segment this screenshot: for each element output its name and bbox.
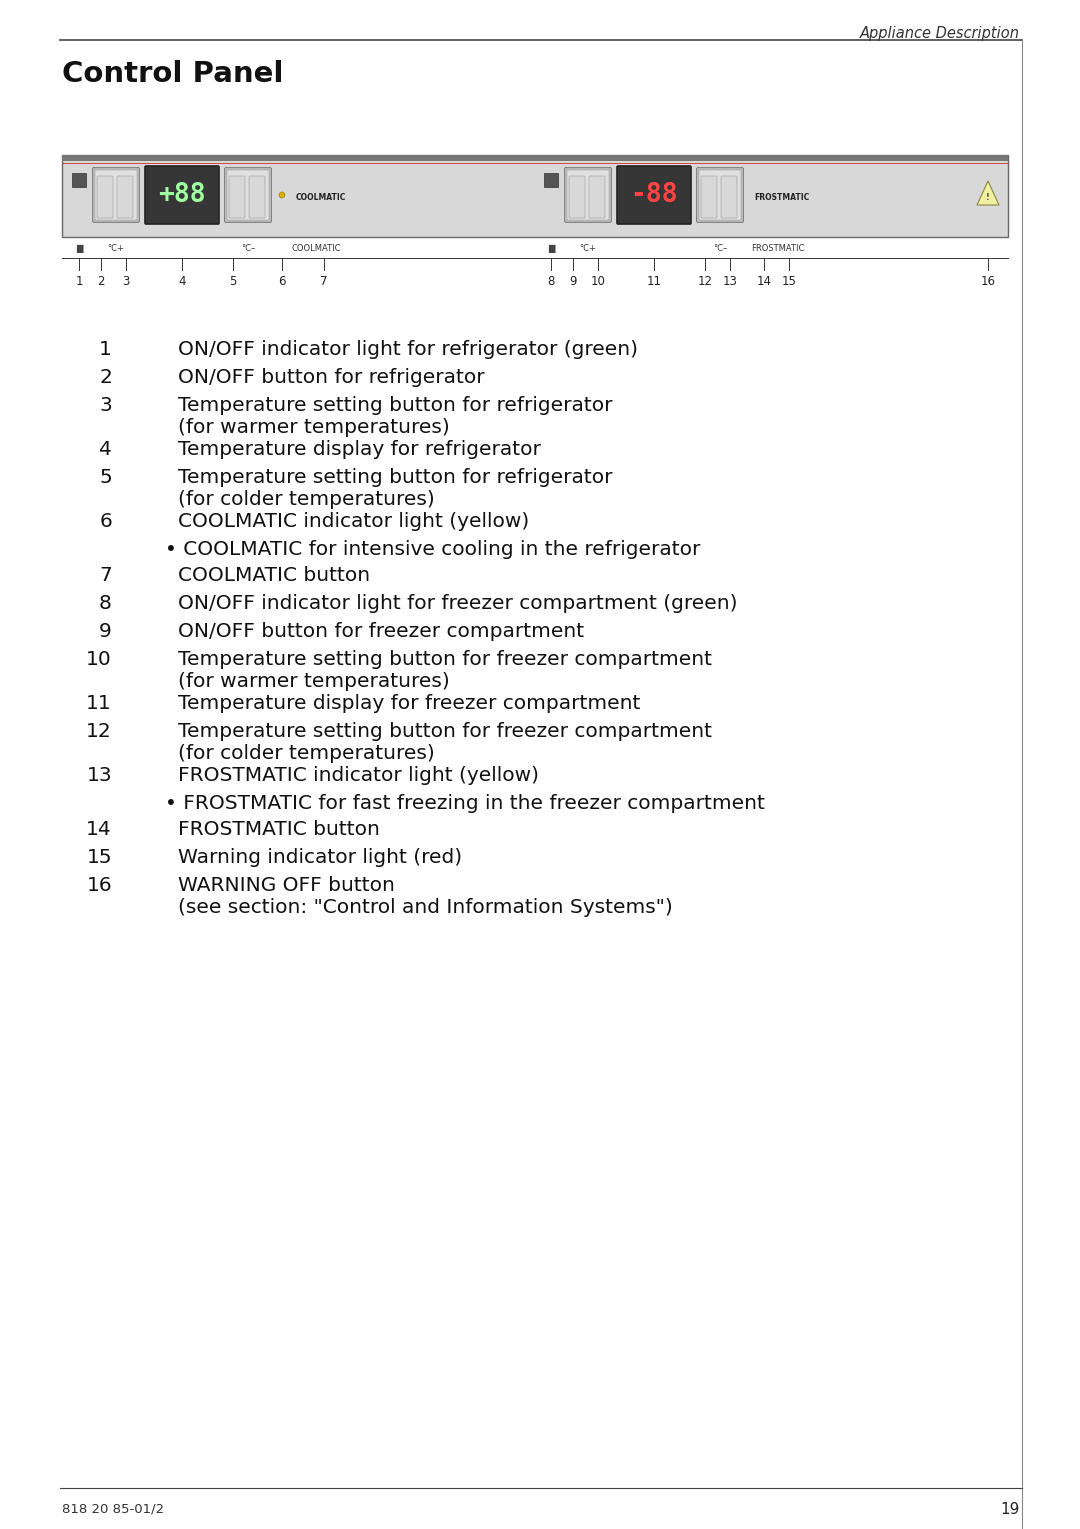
Text: 14: 14 (86, 820, 112, 839)
Text: COOLMATIC indicator light (yellow): COOLMATIC indicator light (yellow) (178, 512, 529, 531)
Text: Temperature display for freezer compartment: Temperature display for freezer compartm… (178, 694, 640, 713)
Text: Temperature setting button for freezer compartment: Temperature setting button for freezer c… (178, 722, 712, 742)
Text: 6: 6 (99, 512, 112, 531)
Text: °C+: °C+ (108, 245, 124, 252)
FancyBboxPatch shape (227, 170, 269, 220)
Bar (544, 173, 558, 187)
Text: 12: 12 (86, 722, 112, 742)
Text: Appliance Description: Appliance Description (860, 26, 1020, 41)
Text: 16: 16 (86, 876, 112, 894)
Text: 14: 14 (756, 275, 771, 287)
Text: 1: 1 (76, 275, 83, 287)
FancyBboxPatch shape (95, 170, 137, 220)
Text: (for warmer temperatures): (for warmer temperatures) (178, 673, 449, 691)
Text: (see section: "Control and Information Systems"): (see section: "Control and Information S… (178, 898, 673, 917)
FancyBboxPatch shape (117, 176, 133, 219)
Text: 2: 2 (97, 275, 105, 287)
Text: 3: 3 (99, 396, 112, 414)
Text: COOLMATIC button: COOLMATIC button (178, 566, 370, 586)
Text: 13: 13 (86, 766, 112, 784)
Text: Control Panel: Control Panel (62, 60, 283, 89)
FancyBboxPatch shape (589, 176, 605, 219)
Text: 11: 11 (647, 275, 661, 287)
Text: Temperature display for refrigerator: Temperature display for refrigerator (178, 440, 541, 459)
Text: °C+: °C+ (580, 245, 596, 252)
Text: ON/OFF button for refrigerator: ON/OFF button for refrigerator (178, 368, 485, 387)
FancyBboxPatch shape (699, 170, 741, 220)
Text: 5: 5 (229, 275, 237, 287)
Bar (62, 154, 1008, 161)
FancyBboxPatch shape (565, 168, 611, 223)
Text: █: █ (548, 245, 554, 252)
Text: (for colder temperatures): (for colder temperatures) (178, 489, 435, 509)
Text: 7: 7 (321, 275, 327, 287)
Text: COOLMATIC: COOLMATIC (292, 245, 341, 252)
FancyBboxPatch shape (62, 154, 1008, 237)
Text: °C–: °C– (241, 245, 255, 252)
Text: 3: 3 (122, 275, 130, 287)
FancyBboxPatch shape (249, 176, 265, 219)
Text: • FROSTMATIC for fast freezing in the freezer compartment: • FROSTMATIC for fast freezing in the fr… (165, 794, 765, 813)
Text: ON/OFF indicator light for freezer compartment (green): ON/OFF indicator light for freezer compa… (178, 593, 738, 613)
FancyBboxPatch shape (229, 176, 245, 219)
Text: Warning indicator light (red): Warning indicator light (red) (178, 849, 462, 867)
Text: !: ! (986, 193, 990, 202)
Text: 818 20 85-01/2: 818 20 85-01/2 (62, 1501, 164, 1515)
Text: °C–: °C– (713, 245, 727, 252)
FancyBboxPatch shape (93, 168, 139, 223)
Text: • COOLMATIC for intensive cooling in the refrigerator: • COOLMATIC for intensive cooling in the… (165, 540, 700, 560)
Bar (72, 173, 86, 187)
Text: █: █ (76, 245, 82, 252)
Text: 15: 15 (86, 849, 112, 867)
Text: 6: 6 (279, 275, 286, 287)
FancyBboxPatch shape (617, 167, 691, 225)
Text: 9: 9 (569, 275, 577, 287)
Text: 19: 19 (1001, 1501, 1020, 1517)
FancyBboxPatch shape (97, 176, 113, 219)
Text: 13: 13 (723, 275, 738, 287)
FancyBboxPatch shape (567, 170, 609, 220)
Circle shape (279, 193, 285, 197)
FancyBboxPatch shape (225, 168, 271, 223)
Polygon shape (977, 180, 999, 205)
FancyBboxPatch shape (701, 176, 717, 219)
Text: 15: 15 (782, 275, 796, 287)
Text: +88: +88 (158, 182, 206, 208)
Text: 12: 12 (698, 275, 713, 287)
Text: Temperature setting button for refrigerator: Temperature setting button for refrigera… (178, 396, 612, 414)
Text: FROSTMATIC: FROSTMATIC (752, 245, 805, 252)
Text: (for warmer temperatures): (for warmer temperatures) (178, 417, 449, 437)
Text: 2: 2 (99, 368, 112, 387)
FancyBboxPatch shape (697, 168, 743, 223)
Text: ON/OFF button for freezer compartment: ON/OFF button for freezer compartment (178, 622, 584, 641)
Text: COOLMATIC: COOLMATIC (296, 193, 347, 202)
Text: 5: 5 (99, 468, 112, 488)
Text: 8: 8 (99, 593, 112, 613)
Text: FROSTMATIC button: FROSTMATIC button (178, 820, 380, 839)
Text: ON/OFF indicator light for refrigerator (green): ON/OFF indicator light for refrigerator … (178, 339, 638, 359)
Text: Temperature setting button for refrigerator: Temperature setting button for refrigera… (178, 468, 612, 488)
FancyBboxPatch shape (569, 176, 585, 219)
Text: 16: 16 (981, 275, 996, 287)
Text: 7: 7 (99, 566, 112, 586)
Text: 9: 9 (99, 622, 112, 641)
Text: WARNING OFF button: WARNING OFF button (178, 876, 395, 894)
Text: 1: 1 (99, 339, 112, 359)
Text: 10: 10 (591, 275, 606, 287)
Text: FROSTMATIC: FROSTMATIC (754, 193, 809, 202)
Text: -88: -88 (631, 182, 678, 208)
Text: 8: 8 (548, 275, 555, 287)
Text: Temperature setting button for freezer compartment: Temperature setting button for freezer c… (178, 650, 712, 670)
Text: FROSTMATIC indicator light (yellow): FROSTMATIC indicator light (yellow) (178, 766, 539, 784)
Text: 4: 4 (99, 440, 112, 459)
Text: 4: 4 (178, 275, 186, 287)
Text: (for colder temperatures): (for colder temperatures) (178, 745, 435, 763)
FancyBboxPatch shape (721, 176, 737, 219)
Text: 10: 10 (86, 650, 112, 670)
FancyBboxPatch shape (145, 167, 219, 225)
Text: 11: 11 (86, 694, 112, 713)
